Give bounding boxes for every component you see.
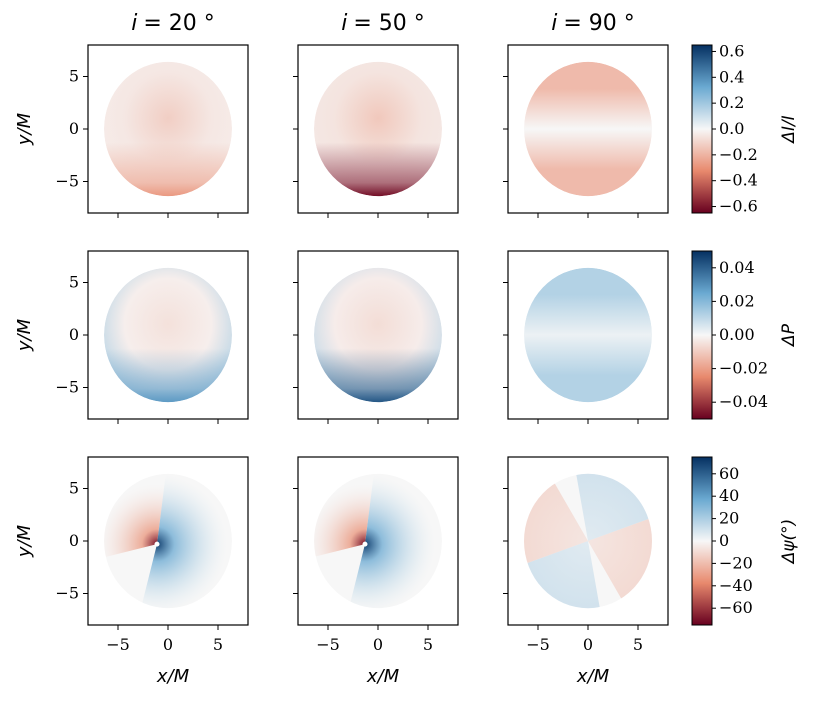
column-title-i20: i = 20 ° [131, 11, 215, 36]
vortex-negative-lobe [314, 473, 385, 585]
colorbar-tick-label: −40 [719, 576, 753, 595]
heatmap-disk-row0-i50 [314, 61, 442, 197]
colorbar-row0 [691, 44, 713, 214]
colorbar-label-row0: ΔI/I [779, 115, 799, 144]
colorbar-tick-label: 20 [719, 509, 739, 528]
x-tick-label: 5 [423, 635, 433, 654]
heatmap-disk-row2-i90 [524, 473, 652, 609]
y-tick-label: 0 [69, 119, 79, 138]
heatmap-disk-row0-i20 [104, 61, 232, 197]
vortex-positive-lobe [117, 473, 232, 609]
colorbar-tick-label: 0.0 [719, 119, 744, 138]
vortex-singularity [362, 541, 368, 547]
quadrupole-sector [572, 473, 652, 541]
column-titles: i = 20 ° i = 50 ° i = 90 ° [131, 11, 635, 36]
heatmap-disk-row1-i20 [104, 267, 232, 403]
x-tick-label: 0 [373, 635, 383, 654]
colorbar-tick-label: 0.6 [719, 41, 744, 60]
x-axis-labels: x/M x/M x/M [156, 666, 610, 687]
colorbar-tick-label: 60 [719, 464, 739, 483]
x-tick-label: −5 [526, 635, 550, 654]
x-axis-label-col0: x/M [156, 666, 190, 687]
heatmap-rim [314, 61, 442, 197]
vortex-positive-lobe [325, 473, 442, 609]
y-tick-label: −5 [55, 378, 79, 397]
y-tick-label: 5 [69, 479, 79, 498]
quadrupole-sector [524, 473, 588, 572]
x-axis-label-col1: x/M [366, 666, 400, 687]
y-tick-label: 0 [69, 531, 79, 550]
axes: 5 0 −5 5 0 −5 −5 0 5 5 0 −5 −5 0 5 −5 0 5 [55, 44, 669, 654]
y-tick-label: 5 [69, 67, 79, 86]
colorbar-row1 [691, 250, 713, 420]
colorbar-tick-label: 0.4 [719, 67, 744, 86]
heatmap-disk-row1-i90 [524, 267, 652, 403]
colorbar-tick-label: −60 [719, 598, 753, 617]
colorbar-tick-label: 0.02 [719, 291, 755, 310]
y-tick-label: −5 [55, 584, 79, 603]
vortex-negative-lobe [104, 473, 177, 585]
heatmap-fill [524, 61, 652, 197]
colorbar-label-row1: ΔP [779, 323, 799, 348]
y-axis-labels: y/M y/M y/M [14, 112, 35, 558]
heatmap-disk-row0-i90 [524, 61, 652, 197]
heatmap-disk-row2-i20 [104, 473, 232, 609]
quadrupole-sector [588, 510, 652, 609]
colorbars: 0.6 0.4 0.2 0.0 −0.2 −0.4 −0.6 ΔI/I 0.04 0.02 0.00… [691, 41, 799, 626]
colorbar-row2 [691, 456, 713, 626]
column-title-i50: i = 50 ° [341, 11, 425, 36]
y-tick-label: 0 [69, 325, 79, 344]
y-axis-label-row2: y/M [14, 524, 35, 558]
column-title-i90: i = 90 ° [551, 11, 635, 36]
colorbar-tick-label: −0.4 [719, 171, 758, 190]
x-tick-label: −5 [106, 635, 130, 654]
colorbar-label-row2: Δψ(°) [779, 519, 799, 566]
y-tick-label: 5 [69, 273, 79, 292]
heatmap-fill [524, 267, 652, 403]
panels [104, 61, 652, 609]
heatmap-rim [104, 267, 232, 403]
x-tick-label: 5 [633, 635, 643, 654]
y-tick-label: −5 [55, 172, 79, 191]
colorbar-tick-label: −0.04 [719, 392, 768, 411]
heatmap-rim [314, 267, 442, 403]
x-tick-label: −5 [316, 635, 340, 654]
x-tick-label: 0 [583, 635, 593, 654]
colorbar-tick-label: 0.2 [719, 93, 744, 112]
x-tick-label: 0 [163, 635, 173, 654]
x-tick-label: 5 [213, 635, 223, 654]
colorbar-tick-label: 0.04 [719, 258, 755, 277]
heatmap-disk-row2-i50 [314, 473, 442, 609]
vortex-singularity [154, 541, 160, 547]
y-axis-label-row1: y/M [14, 318, 35, 352]
colorbar-tick-label: 40 [719, 486, 739, 505]
quadrupole-sector [524, 541, 604, 609]
y-axis-label-row0: y/M [14, 112, 35, 146]
colorbar-tick-label: 0 [719, 531, 729, 550]
x-axis-label-col2: x/M [576, 666, 610, 687]
colorbar-tick-label: 0.00 [719, 325, 755, 344]
colorbar-tick-label: −0.6 [719, 197, 758, 216]
heatmap-rim [104, 61, 232, 197]
heatmap-disk-row1-i50 [314, 267, 442, 403]
colorbar-tick-label: −0.02 [719, 359, 768, 378]
colorbar-tick-label: −20 [719, 553, 753, 572]
colorbar-tick-label: −0.2 [719, 145, 758, 164]
